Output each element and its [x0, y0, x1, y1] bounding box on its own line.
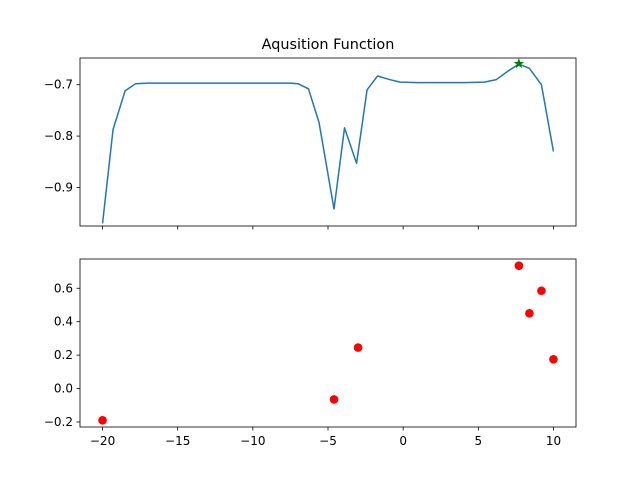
- chart-title: Aqusition Function: [262, 37, 395, 53]
- samples-plot-area: [98, 261, 558, 425]
- bottom-axes-frame: [79, 258, 577, 428]
- y-tick-label: −0.9: [44, 180, 73, 194]
- y-tick-label: 0.4: [54, 315, 73, 329]
- scatter-point: [514, 261, 524, 270]
- acquisition-plot-area: [101, 58, 555, 224]
- top-y-axis: −0.9 −0.8 −0.7: [44, 78, 80, 194]
- scatter-point: [549, 354, 558, 364]
- x-tick-label: −20: [90, 434, 115, 448]
- y-tick-label: 0.2: [54, 348, 73, 362]
- top-x-axis: [102, 226, 554, 230]
- scatter-point: [537, 286, 546, 296]
- x-tick-label: −15: [165, 434, 190, 448]
- y-tick-label: 0.0: [54, 382, 73, 396]
- x-tick-label: 10: [546, 434, 561, 448]
- x-tick-label: −10: [240, 434, 265, 448]
- bottom-x-axis: −20 −15 −10 −5 0 5 10: [90, 427, 561, 448]
- acquisition-function-axes: Aqusition Function −0.9 −0.8 −0.7: [44, 37, 577, 230]
- x-tick-label: 0: [399, 434, 407, 448]
- x-tick-label: −5: [319, 434, 337, 448]
- scatter-point: [98, 416, 107, 425]
- y-tick-label: −0.2: [44, 415, 73, 429]
- y-tick-label: 0.6: [54, 281, 73, 295]
- bottom-y-axis: −0.2 0.0 0.2 0.4 0.6: [44, 281, 80, 429]
- acquisition-line: [101, 63, 555, 224]
- scatter-point: [353, 343, 363, 352]
- maximum-star-marker: [513, 58, 525, 69]
- y-tick-label: −0.7: [44, 78, 73, 92]
- samples-axes: −0.2 0.0 0.2 0.4 0.6 −20 −15 −10 −5 0 5 10: [44, 258, 577, 448]
- x-tick-label: 5: [474, 434, 482, 448]
- top-axes-frame: [79, 57, 577, 227]
- y-tick-label: −0.8: [44, 129, 73, 143]
- scatter-point: [525, 309, 534, 318]
- scatter-point: [329, 395, 339, 404]
